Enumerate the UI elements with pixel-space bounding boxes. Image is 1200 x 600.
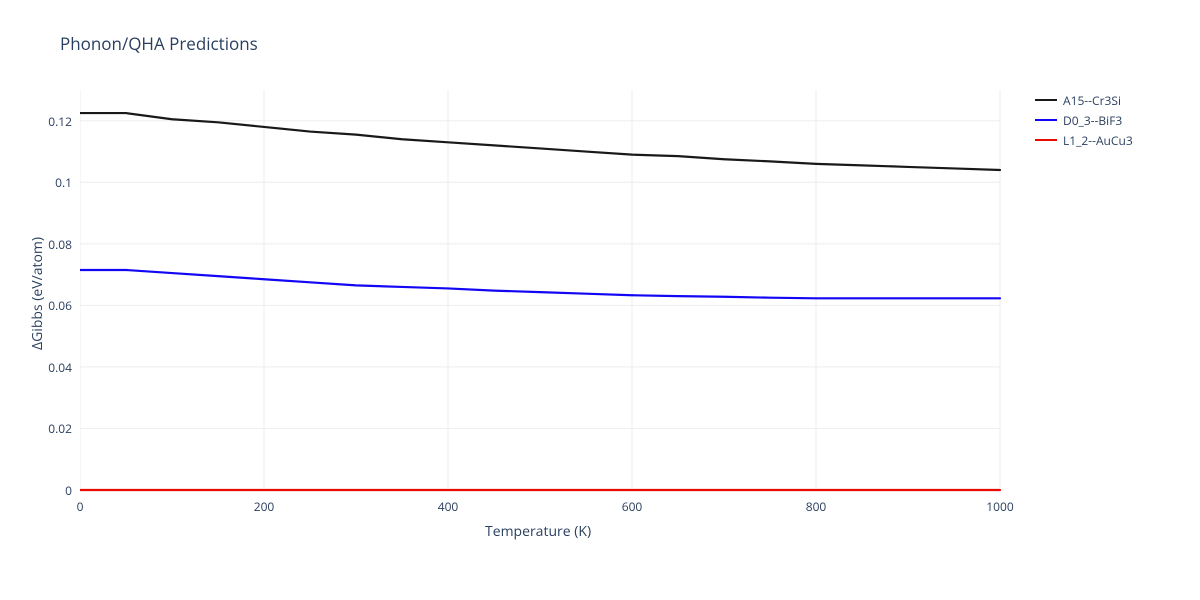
legend-label: A15--Cr3Si <box>1063 92 1121 109</box>
x-tick: 400 <box>433 498 463 515</box>
y-tick: 0.06 <box>48 297 72 314</box>
y-tick: 0.02 <box>48 420 72 437</box>
legend-item-2[interactable]: L1_2--AuCu3 <box>1035 130 1133 150</box>
legend-label: D0_3--BiF3 <box>1063 112 1122 129</box>
legend: A15--Cr3Si D0_3--BiF3 L1_2--AuCu3 <box>1035 90 1133 150</box>
series-line-0[interactable] <box>80 113 1000 170</box>
y-tick: 0 <box>65 482 72 499</box>
x-tick: 200 <box>249 498 279 515</box>
chart-container: Phonon/QHA Predictions 0 200 400 600 800 1000… <box>0 0 1200 600</box>
x-tick: 800 <box>801 498 831 515</box>
x-tick: 1000 <box>985 498 1015 515</box>
series-line-1[interactable] <box>80 270 1000 298</box>
chart-title: Phonon/QHA Predictions <box>60 32 258 55</box>
y-tick: 0.1 <box>55 174 72 191</box>
x-axis-label: Temperature (K) <box>485 522 591 541</box>
legend-swatch-icon <box>1035 99 1057 101</box>
y-tick: 0.08 <box>48 236 72 253</box>
legend-label: L1_2--AuCu3 <box>1063 132 1133 149</box>
y-tick: 0.04 <box>48 359 72 376</box>
legend-item-1[interactable]: D0_3--BiF3 <box>1035 110 1133 130</box>
plot-area[interactable] <box>80 90 1002 492</box>
x-tick: 600 <box>617 498 647 515</box>
y-tick: 0.12 <box>48 113 72 130</box>
legend-swatch-icon <box>1035 139 1057 141</box>
x-tick: 0 <box>65 498 95 515</box>
legend-swatch-icon <box>1035 119 1057 121</box>
y-axis-label: ΔGibbs (eV/atom) <box>28 237 47 350</box>
legend-item-0[interactable]: A15--Cr3Si <box>1035 90 1133 110</box>
